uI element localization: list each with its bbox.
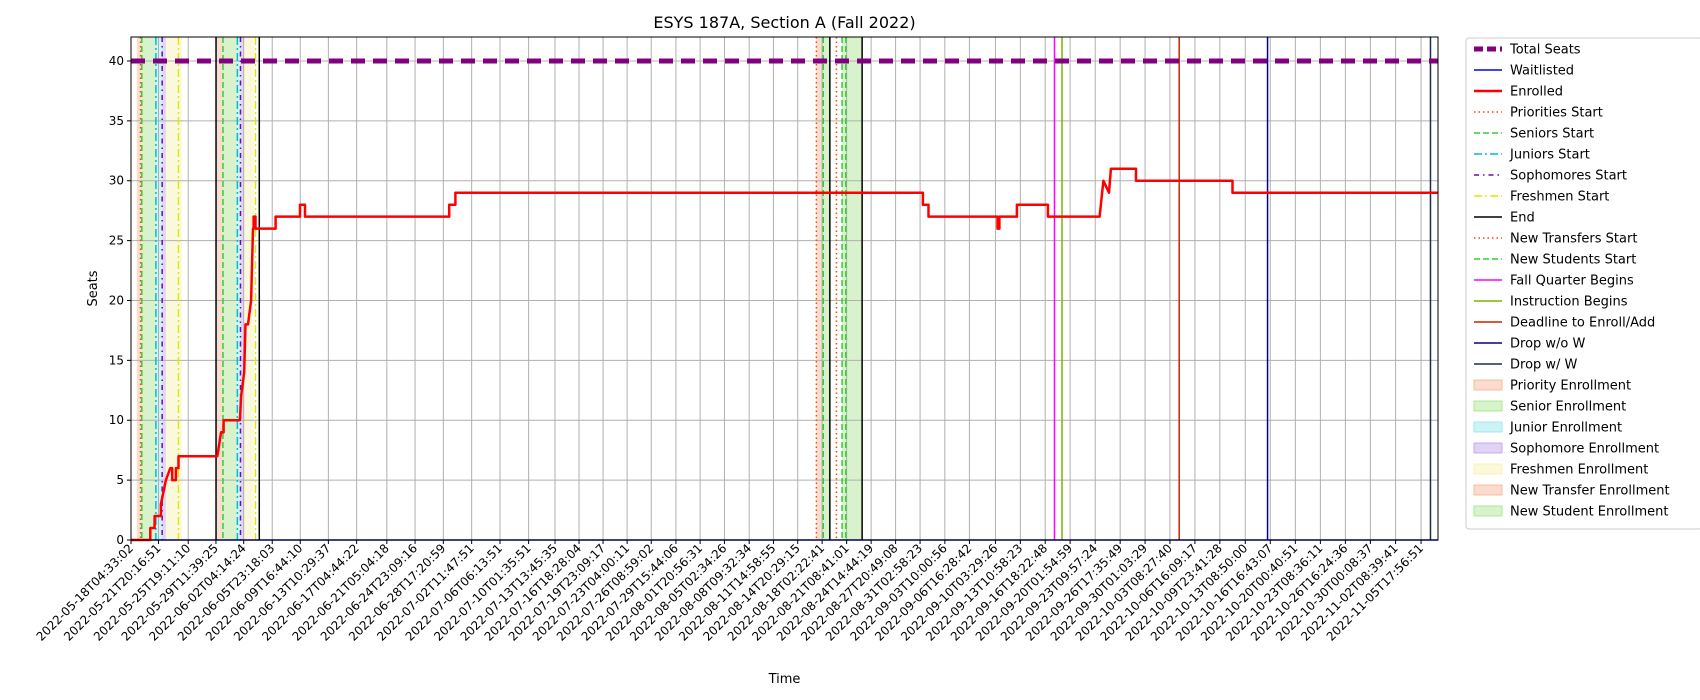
legend-label-seniors-start: Seniors Start	[1510, 127, 1594, 142]
legend-box	[1465, 37, 1700, 530]
legend-swatch-new-student-enrollment	[1473, 505, 1503, 517]
span-freshmen-enrollment-1	[243, 37, 254, 540]
legend-swatch-sophomore-enrollment	[1473, 442, 1503, 454]
legend-label-sophomore-enrollment: Sophomore Enrollment	[1510, 442, 1659, 457]
legend-label-sophomores-start: Sophomores Start	[1510, 169, 1627, 184]
span-priority-enrollment-1	[216, 37, 223, 540]
plot-frame	[130, 36, 1439, 541]
y-tick-label: 30	[109, 174, 124, 188]
legend-label-senior-enrollment: Senior Enrollment	[1510, 400, 1626, 415]
y-tick-label: 20	[109, 293, 124, 307]
y-tick-label: 15	[109, 353, 124, 367]
legend-label-new-students-start: New Students Start	[1510, 253, 1636, 268]
legend-label-waitlisted: Waitlisted	[1510, 64, 1574, 79]
legend-label-freshmen-start: Freshmen Start	[1510, 190, 1609, 205]
legend-label-freshmen-enrollment: Freshmen Enrollment	[1510, 463, 1648, 478]
legend-label-juniors-start: Juniors Start	[1509, 148, 1590, 163]
span-senior-enrollment-1	[222, 37, 238, 540]
legend-swatch-junior-enrollment	[1473, 421, 1503, 433]
span-freshmen-enrollment-0	[165, 37, 183, 540]
span-senior-enrollment-0	[141, 37, 156, 540]
legend-label-priority-enrollment: Priority Enrollment	[1510, 379, 1631, 394]
event-lines	[139, 37, 1432, 540]
grid-lines	[130, 37, 1438, 541]
span-junior-enrollment-1	[237, 37, 241, 540]
y-tick-label: 5	[116, 473, 124, 487]
x-axis: 2022-05-18T04:33:022022-05-21T20:16:5120…	[34, 540, 1426, 644]
legend-label-instruction-begins: Instruction Begins	[1510, 295, 1628, 310]
y-tick-label: 40	[109, 54, 124, 68]
y-tick-label: 25	[109, 234, 124, 248]
legend-label-priorities-start: Priorities Start	[1510, 106, 1603, 121]
legend-swatch-senior-enrollment	[1473, 400, 1503, 412]
y-tick-label: 0	[116, 533, 124, 547]
legend-label-enrolled: Enrolled	[1510, 85, 1563, 100]
span-priority-enrollment-0	[136, 37, 142, 540]
legend-label-junior-enrollment: Junior Enrollment	[1509, 421, 1622, 436]
span-new-student-enrollment-0	[822, 37, 830, 540]
y-axis: 0 5 10 15 20 25 30 35 40	[109, 54, 131, 547]
span-junior-enrollment-0	[155, 37, 163, 540]
legend: Total Seats Waitlisted Enrolled Priorities …	[1465, 37, 1700, 530]
series-line-enrolled	[131, 167, 1438, 542]
span-sophomore-enrollment-1	[240, 37, 244, 540]
legend-swatch-new-transfer-enrollment	[1473, 484, 1503, 496]
legend-label-total-seats: Total Seats	[1509, 43, 1581, 58]
x-axis-label: Time	[768, 672, 801, 687]
chart-title: ESYS 187A, Section A (Fall 2022)	[653, 13, 915, 32]
legend-label-new-transfers-start: New Transfers Start	[1510, 232, 1637, 247]
legend-swatch-freshmen-enrollment	[1473, 463, 1503, 475]
legend-label-new-transfer-enrollment: New Transfer Enrollment	[1510, 484, 1670, 499]
y-axis-label: Seats	[86, 270, 101, 306]
y-tick-label: 35	[109, 114, 124, 128]
y-tick-label: 10	[109, 413, 124, 427]
span-new-transfer-enrollment-0	[816, 37, 823, 540]
legend-label-deadline-to-enroll-add: Deadline to Enroll/Add	[1510, 316, 1655, 331]
legend-label-new-student-enrollment: New Student Enrollment	[1510, 505, 1668, 520]
legend-label-drop-w-o-w: Drop w/o W	[1510, 337, 1586, 352]
span-new-student-enrollment-1	[842, 37, 863, 540]
legend-label-fall-quarter-begins: Fall Quarter Begins	[1510, 274, 1634, 289]
legend-label-end: End	[1510, 211, 1535, 226]
legend-swatch-priority-enrollment	[1473, 379, 1503, 391]
enrollment-spans	[136, 37, 863, 540]
legend-label-drop-w-w: Drop w/ W	[1510, 358, 1578, 373]
span-sophomore-enrollment-0	[162, 37, 166, 540]
